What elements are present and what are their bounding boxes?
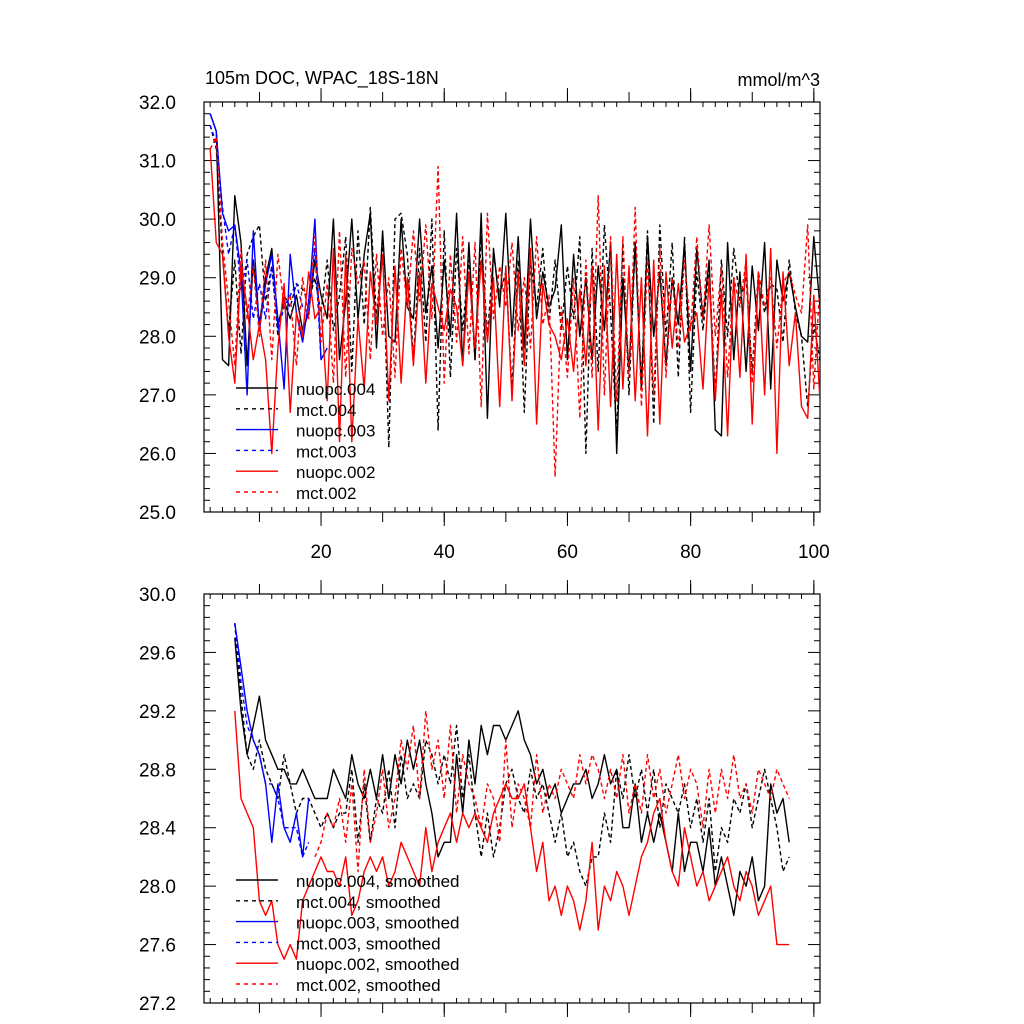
series-line-mct-003-smoothed <box>234 623 310 858</box>
panel-1-units: mmol/m^3 <box>738 70 820 90</box>
y-tick-label: 28.8 <box>139 760 176 781</box>
y-tick-label: 31.0 <box>139 152 176 173</box>
x-tick-label: 100 <box>798 542 830 563</box>
legend-label: mct.003 <box>296 442 356 461</box>
x-tick-label: 80 <box>680 542 701 563</box>
series-line-nuopc-002-smoothed <box>234 710 790 960</box>
legend-label: nuopc.002 <box>296 463 375 482</box>
x-tick-label: 20 <box>310 542 331 563</box>
series-line-mct-002 <box>209 136 820 478</box>
y-tick-label: 29.2 <box>139 702 176 723</box>
series-line-mct-004-smoothed <box>234 623 790 887</box>
legend-label: nuopc.004, smoothed <box>296 872 460 891</box>
y-tick-label: 28.0 <box>139 877 176 898</box>
legend-label: nuopc.004 <box>296 380 375 399</box>
x-tick-label: 40 <box>434 542 455 563</box>
legend-label: mct.003, smoothed <box>296 934 441 953</box>
y-tick-label: 29.6 <box>139 643 176 664</box>
series-line-nuopc-004 <box>209 113 820 455</box>
legend-label: mct.004, smoothed <box>296 893 441 912</box>
series-line-mct-003 <box>209 125 322 360</box>
series-line-mct-002-smoothed <box>314 710 790 873</box>
y-tick-label: 26.0 <box>139 444 176 465</box>
plot-frame <box>203 593 821 1004</box>
y-tick-label: 32.0 <box>139 93 176 114</box>
y-tick-label: 25.0 <box>139 503 176 524</box>
y-tick-label: 27.0 <box>139 386 176 407</box>
series-line-nuopc-003 <box>209 113 328 396</box>
series-line-mct-004 <box>209 125 820 455</box>
y-tick-label: 27.2 <box>139 994 176 1015</box>
y-tick-label: 28.4 <box>139 819 176 840</box>
legend-label: nuopc.003 <box>296 422 375 441</box>
y-tick-label: 30.0 <box>139 585 176 606</box>
y-tick-label: 30.0 <box>139 210 176 231</box>
legend-label: mct.002 <box>296 484 356 503</box>
panel-2-plot: 27.2 27.6 28.0 28.4 28.8 29.2 29.6 30.0 nuopc.00… <box>139 580 821 1017</box>
x-tick-label: 60 <box>557 542 578 563</box>
y-tick-label: 27.6 <box>139 936 176 957</box>
y-tick-label: 29.0 <box>139 269 176 290</box>
legend-label: mct.004 <box>296 401 356 420</box>
legend-label: mct.002, smoothed <box>296 976 441 995</box>
series-line-nuopc-002 <box>209 148 820 455</box>
legend-label: nuopc.003, smoothed <box>296 914 460 933</box>
y-tick-label: 28.0 <box>139 327 176 348</box>
series-line-nuopc-003-smoothed <box>234 623 310 858</box>
legend-label: nuopc.002, smoothed <box>296 955 460 974</box>
series-line-nuopc-004-smoothed <box>234 637 790 917</box>
panel-1-plot: 25.0 26.0 27.0 28.0 29.0 30.0 31.0 32.0 20 40 60 80… <box>139 88 830 563</box>
panel-1-title: 105m DOC, WPAC_18S-18N <box>205 68 439 89</box>
